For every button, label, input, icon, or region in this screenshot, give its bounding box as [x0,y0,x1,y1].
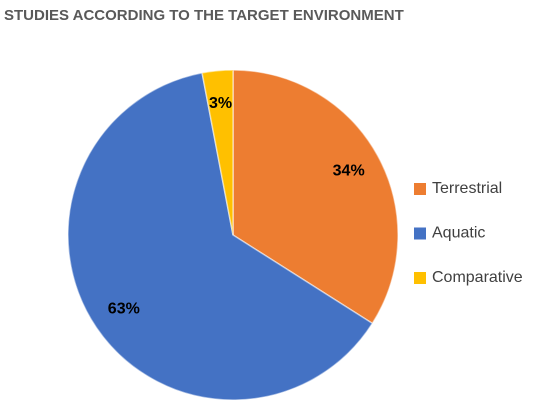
pie-slice [201,69,234,236]
legend-label: Terrestrial [432,180,502,197]
legend-swatch [414,183,426,195]
data-label: 3% [209,95,232,112]
pie-slice [232,69,399,325]
legend-label: Comparative [432,269,523,286]
data-label: 34% [333,163,365,180]
pie-slice [67,72,374,401]
legend-swatch [414,272,426,284]
chart-title: STUDIES ACCORDING TO THE TARGET ENVIRONM… [4,7,404,24]
data-label: 63% [108,300,140,317]
legend-swatch [414,227,426,240]
legend-label: Aquatic [432,225,485,242]
